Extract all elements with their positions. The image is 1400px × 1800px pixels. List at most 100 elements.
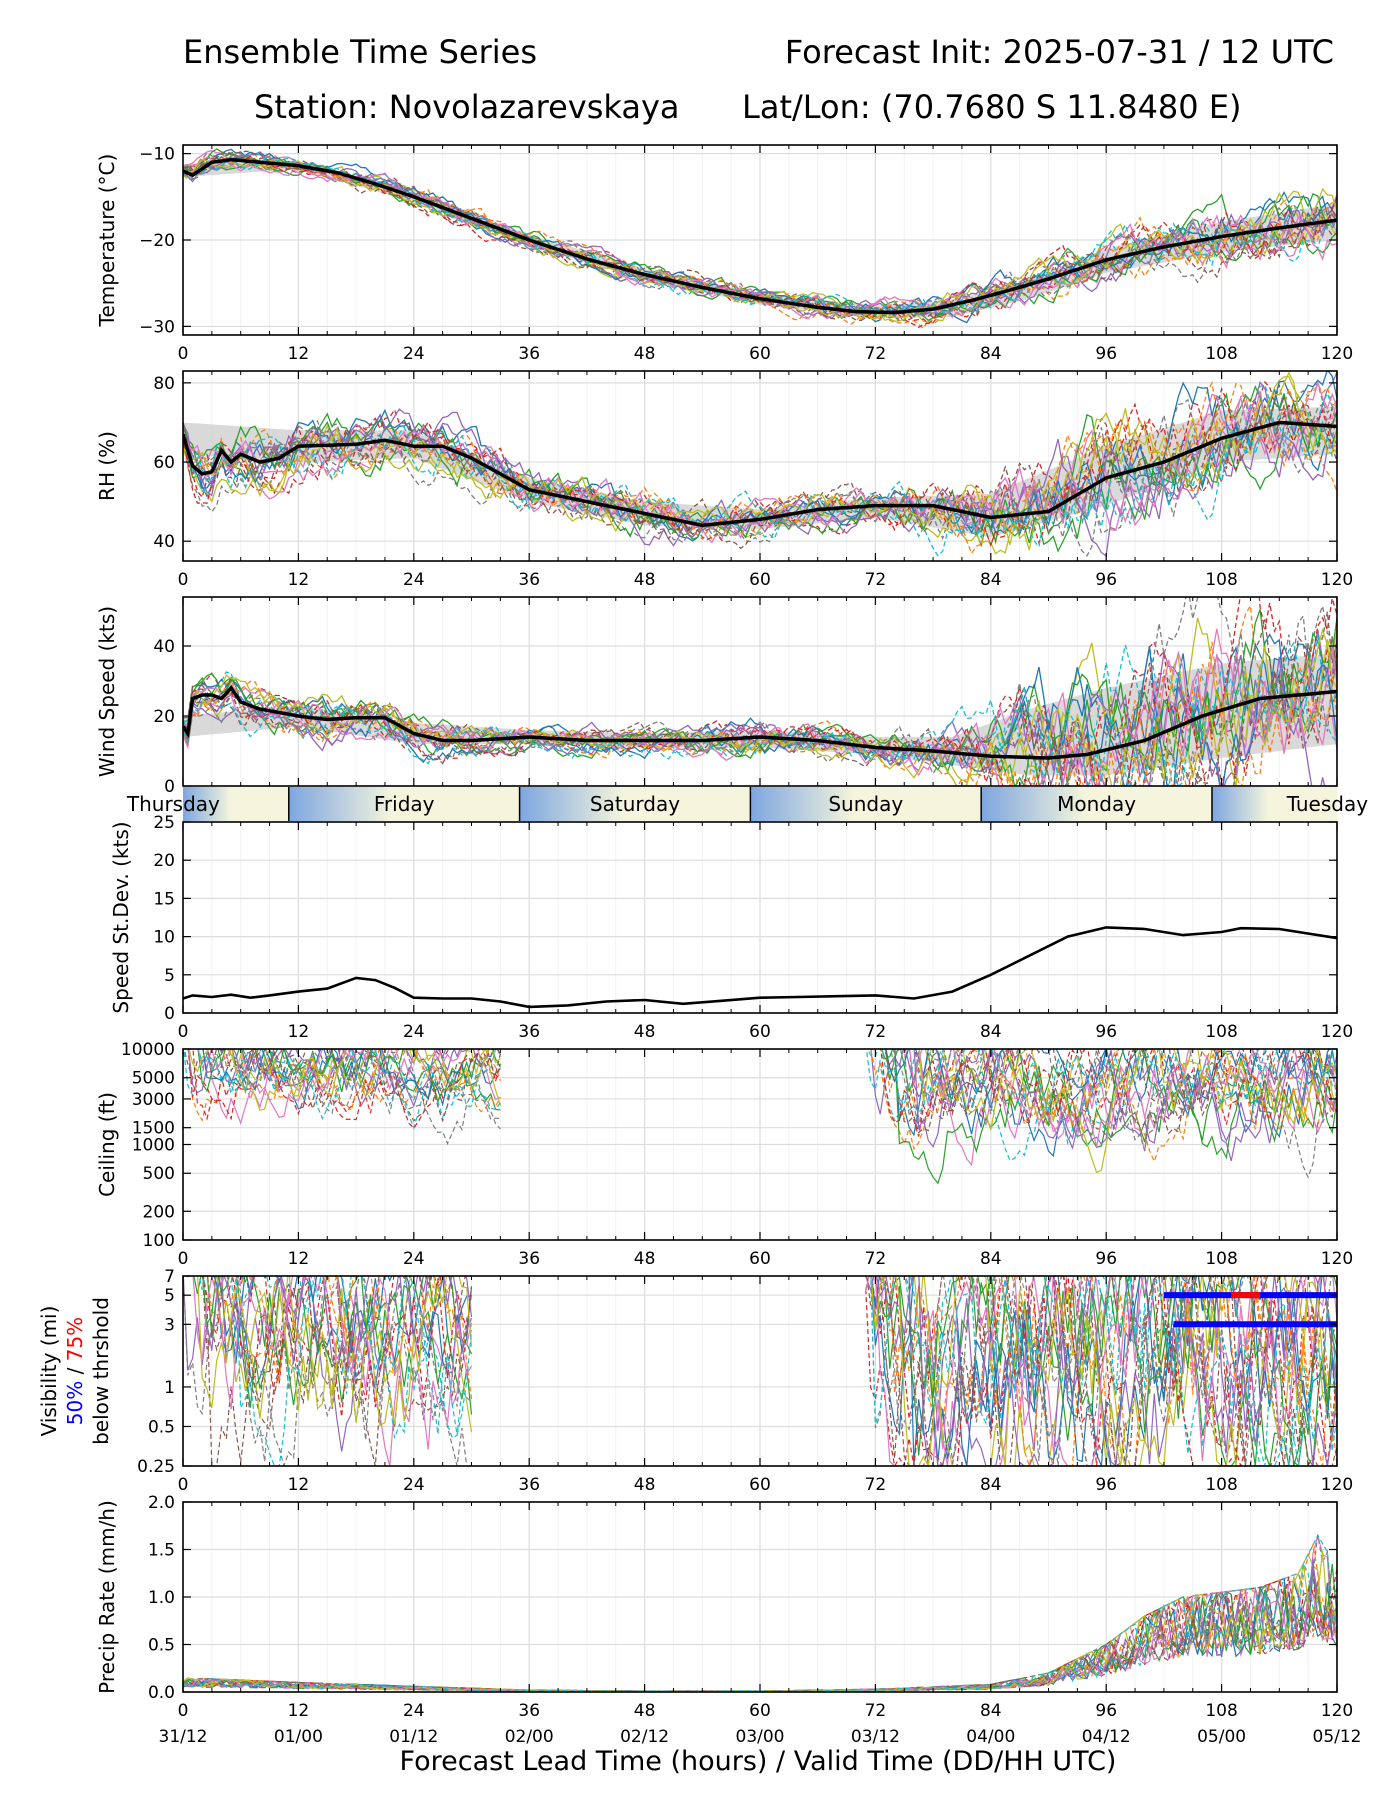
member-line xyxy=(865,1276,1337,1466)
member-line xyxy=(880,1049,1337,1137)
y-axis-label: Speed St.Dev. (kts) xyxy=(109,821,133,1013)
y-tick-label: 0 xyxy=(164,1004,175,1024)
x-tick-label: 84 xyxy=(980,1701,1002,1721)
day-label: Tuesday xyxy=(1286,792,1369,816)
y-tick-label: 10 xyxy=(153,928,175,948)
member-line xyxy=(865,1276,1328,1466)
x-tick-label: 48 xyxy=(634,570,656,590)
member-line xyxy=(183,384,1337,550)
member-line xyxy=(183,410,1337,549)
ensemble-mean-line xyxy=(183,157,1337,315)
member-line xyxy=(206,1049,501,1146)
member-line xyxy=(221,1049,501,1113)
y-tick-label: 15 xyxy=(153,889,175,909)
member-line xyxy=(865,1276,1337,1466)
valid-time-label: 05/00 xyxy=(1197,1727,1246,1747)
y-axis-label: Precip Rate (mm/h) xyxy=(95,1500,119,1694)
day-band: Thursday Friday Saturday Sunday Monday Tuesda… xyxy=(126,787,1368,821)
x-tick-label: 96 xyxy=(1095,1022,1117,1042)
day-band-segment xyxy=(750,787,982,821)
day-band-segment xyxy=(981,787,1212,821)
x-tick-label: 48 xyxy=(634,1701,656,1721)
member-line xyxy=(866,1276,1337,1466)
x-tick-label: 48 xyxy=(634,1475,656,1495)
member-line xyxy=(186,1276,473,1450)
y-tick-label: 10000 xyxy=(121,1040,175,1060)
ensemble-mean-line xyxy=(183,420,1337,528)
x-tick-label: 120 xyxy=(1321,1249,1353,1269)
y-tick-label: 1.5 xyxy=(148,1541,175,1561)
plot-content xyxy=(183,597,1337,786)
member-line xyxy=(183,611,1337,786)
x-tick-label: 72 xyxy=(865,344,887,364)
x-tick-label: 36 xyxy=(518,1701,540,1721)
x-tick-label: 84 xyxy=(980,344,1002,364)
x-tick-label: 0 xyxy=(178,344,189,364)
member-line xyxy=(183,651,1326,786)
plot-content xyxy=(183,148,1337,330)
y-axis-label: Ceiling (ft) xyxy=(95,1092,119,1197)
axes: 0 12 24 36 48 60 72 84 96 108 120 0 5 10 15 20 25 xyxy=(153,813,1353,1042)
x-tick-label: 60 xyxy=(749,1022,771,1042)
y-axis-label: Temperature (°C) xyxy=(95,154,119,328)
x-tick-label: 24 xyxy=(403,1475,425,1495)
y-tick-label: −30 xyxy=(139,317,175,337)
y-tick-label: 5000 xyxy=(132,1069,175,1089)
x-tick-label: 60 xyxy=(749,1475,771,1495)
std-dev-line xyxy=(183,926,1337,1009)
panel-1: 0 12 24 36 48 60 72 84 96 108 120 40 60 80 RH (%) xyxy=(95,370,1353,590)
valid-time-label: 05/12 xyxy=(1313,1727,1362,1747)
member-line xyxy=(183,152,1337,321)
member-line xyxy=(183,651,1337,786)
valid-time-label: 02/00 xyxy=(505,1727,554,1747)
axes: 0 20 40 xyxy=(153,597,1338,797)
x-tick-label: 12 xyxy=(288,570,310,590)
member-line xyxy=(883,1276,1337,1466)
pct-sep: / xyxy=(63,1361,87,1380)
member-line xyxy=(867,1049,1337,1112)
member-line xyxy=(188,1049,501,1099)
x-tick-label: 48 xyxy=(634,1022,656,1042)
axes: 0 12 24 36 48 60 72 84 96 108 120 0.0 0.5 1.0 1.5 2.0 31… xyxy=(148,1493,1362,1747)
x-tick-label: 84 xyxy=(980,570,1002,590)
x-tick-label: 24 xyxy=(403,1022,425,1042)
y-tick-label: 40 xyxy=(153,532,175,552)
x-tick-label: 12 xyxy=(288,1022,310,1042)
x-tick-label: 108 xyxy=(1205,344,1237,364)
valid-time-label: 03/12 xyxy=(851,1727,900,1747)
x-tick-label: 96 xyxy=(1095,1475,1117,1495)
y-tick-label: 0.5 xyxy=(148,1417,175,1437)
latlon-label: Lat/Lon: (70.7680 S 11.8480 E) xyxy=(742,88,1242,126)
y-tick-label: 1000 xyxy=(132,1136,175,1156)
x-tick-label: 0 xyxy=(178,1022,189,1042)
valid-time-label: 01/00 xyxy=(274,1727,323,1747)
ensemble-mean-line xyxy=(183,685,1337,760)
plot-content xyxy=(183,1276,1337,1466)
x-tick-label: 48 xyxy=(634,344,656,364)
plot-content xyxy=(183,1049,1337,1185)
panels: 0 12 24 36 48 60 72 84 96 108 120−10−20−30Temperat… xyxy=(37,144,1362,1747)
x-tick-label: 120 xyxy=(1321,1022,1353,1042)
member-line xyxy=(183,640,1337,786)
pct50-label: 50% xyxy=(63,1381,87,1425)
x-tick-label: 96 xyxy=(1095,1701,1117,1721)
x-tick-label: 60 xyxy=(749,1701,771,1721)
member-line xyxy=(183,1276,473,1466)
title-left: Ensemble Time Series xyxy=(183,33,537,71)
y-tick-label: 2.0 xyxy=(148,1493,175,1513)
member-line xyxy=(891,1049,1337,1149)
x-tick-label: 36 xyxy=(518,344,540,364)
member-line xyxy=(183,397,1337,557)
y-tick-label: 0.0 xyxy=(148,1683,175,1703)
panel-4: 0 12 24 36 48 60 72 84 96 108 120 100 200 500 10001500… xyxy=(95,1040,1353,1269)
x-tick-label: 24 xyxy=(403,1249,425,1269)
x-tick-label: 0 xyxy=(178,570,189,590)
plot-content xyxy=(183,371,1337,558)
vis-pct-label: 50% / 75% xyxy=(63,1317,87,1425)
x-tick-label: 24 xyxy=(403,344,425,364)
y-tick-label: 1.0 xyxy=(148,1588,175,1608)
axes: 0 12 24 36 48 60 72 84 96 108 120 40 60 80 xyxy=(153,371,1353,590)
y-tick-label: 5 xyxy=(164,966,175,986)
x-tick-label: 72 xyxy=(865,1022,887,1042)
x-tick-label: 84 xyxy=(980,1475,1002,1495)
